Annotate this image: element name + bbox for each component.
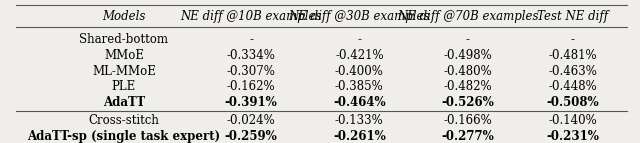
Text: AdaTT: AdaTT: [103, 96, 145, 109]
Text: -0.400%: -0.400%: [335, 64, 384, 78]
Text: -0.463%: -0.463%: [548, 64, 597, 78]
Text: -0.231%: -0.231%: [546, 130, 599, 143]
Text: -0.391%: -0.391%: [225, 96, 278, 109]
Text: -0.162%: -0.162%: [227, 80, 275, 93]
Text: -0.482%: -0.482%: [443, 80, 492, 93]
Text: -: -: [249, 33, 253, 46]
Text: ML-MMoE: ML-MMoE: [92, 64, 156, 78]
Text: -0.140%: -0.140%: [548, 114, 597, 127]
Text: NE diff @10B examples: NE diff @10B examples: [180, 10, 322, 23]
Text: -0.261%: -0.261%: [333, 130, 386, 143]
Text: -0.277%: -0.277%: [441, 130, 494, 143]
Text: MMoE: MMoE: [104, 49, 144, 62]
Text: -: -: [357, 33, 362, 46]
Text: -0.334%: -0.334%: [227, 49, 276, 62]
Text: -0.508%: -0.508%: [546, 96, 599, 109]
Text: -0.259%: -0.259%: [225, 130, 278, 143]
Text: -0.480%: -0.480%: [443, 64, 492, 78]
Text: -: -: [570, 33, 575, 46]
Text: -0.024%: -0.024%: [227, 114, 276, 127]
Text: Test NE diff: Test NE diff: [537, 10, 608, 23]
Text: Shared-bottom: Shared-bottom: [79, 33, 168, 46]
Text: Cross-stitch: Cross-stitch: [88, 114, 159, 127]
Text: NE diff @30B examples: NE diff @30B examples: [289, 10, 430, 23]
Text: -0.166%: -0.166%: [443, 114, 492, 127]
Text: -0.481%: -0.481%: [548, 49, 597, 62]
Text: -0.526%: -0.526%: [441, 96, 494, 109]
Text: -0.385%: -0.385%: [335, 80, 384, 93]
Text: -0.464%: -0.464%: [333, 96, 386, 109]
Text: -0.133%: -0.133%: [335, 114, 384, 127]
Text: PLE: PLE: [112, 80, 136, 93]
Text: -0.421%: -0.421%: [335, 49, 383, 62]
Text: -0.498%: -0.498%: [443, 49, 492, 62]
Text: AdaTT-sp (single task expert): AdaTT-sp (single task expert): [28, 130, 220, 143]
Text: -0.307%: -0.307%: [227, 64, 276, 78]
Text: -0.448%: -0.448%: [548, 80, 597, 93]
Text: Models: Models: [102, 10, 145, 23]
Text: -: -: [465, 33, 470, 46]
Text: NE diff @70B examples: NE diff @70B examples: [397, 10, 538, 23]
